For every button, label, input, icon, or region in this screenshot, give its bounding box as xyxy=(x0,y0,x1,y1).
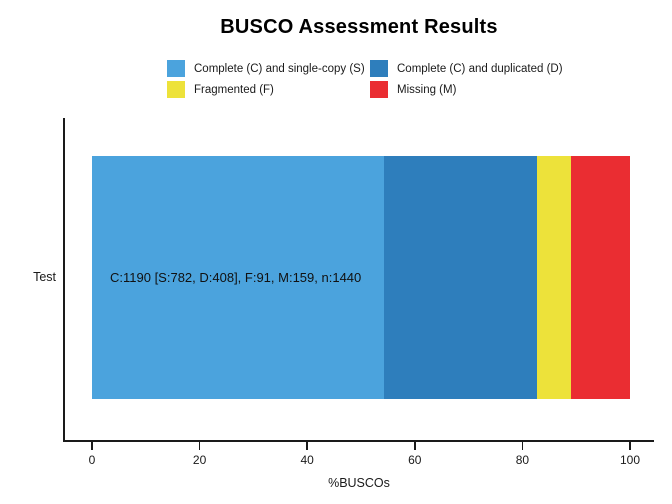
y-axis-line xyxy=(63,118,65,442)
legend-swatch-missing-icon xyxy=(370,81,388,98)
legend-label-missing: Missing (M) xyxy=(397,83,457,96)
legend-label-single-copy: Complete (C) and single-copy (S) xyxy=(194,62,365,75)
x-tick-mark-100 xyxy=(629,442,631,450)
x-tick-mark-40 xyxy=(306,442,308,450)
legend-item-duplicated: Complete (C) and duplicated (D) xyxy=(370,60,563,77)
x-tick-label-20: 20 xyxy=(192,453,207,467)
x-tick-mark-60 xyxy=(414,442,416,450)
legend-item-missing: Missing (M) xyxy=(370,81,456,98)
legend-swatch-duplicated-icon xyxy=(370,60,388,77)
x-tick-label-0: 0 xyxy=(88,453,96,467)
legend-label-fragmented: Fragmented (F) xyxy=(194,83,274,96)
bar-segment-0 xyxy=(92,156,385,399)
x-tick-label-80: 80 xyxy=(515,453,530,467)
x-tick-mark-0 xyxy=(91,442,93,450)
chart-title: BUSCO Assessment Results xyxy=(220,16,498,38)
x-tick-label-60: 60 xyxy=(408,453,422,467)
stacked-bar-test xyxy=(92,156,630,399)
bar-segment-1 xyxy=(384,156,537,399)
x-tick-mark-20 xyxy=(198,442,201,450)
bar-segment-2 xyxy=(536,156,571,399)
y-tick-label-test: Test xyxy=(33,270,56,284)
bar-segment-3 xyxy=(570,156,630,399)
x-tick-label-40: 40 xyxy=(300,453,314,467)
legend-item-single-copy: Complete (C) and single-copy (S) xyxy=(167,60,365,77)
legend-swatch-single-copy-icon xyxy=(167,60,185,77)
legend-swatch-fragmented-icon xyxy=(167,81,185,98)
x-axis-title: %BUSCOs xyxy=(328,476,390,490)
x-tick-label-100: 100 xyxy=(619,453,641,467)
x-tick-mark-80 xyxy=(521,442,524,450)
legend-label-duplicated: Complete (C) and duplicated (D) xyxy=(397,62,563,75)
bar-annotation: C:1190 [S:782, D:408], F:91, M:159, n:14… xyxy=(110,270,362,285)
legend-item-fragmented: Fragmented (F) xyxy=(167,81,274,98)
x-axis-line xyxy=(63,440,654,442)
